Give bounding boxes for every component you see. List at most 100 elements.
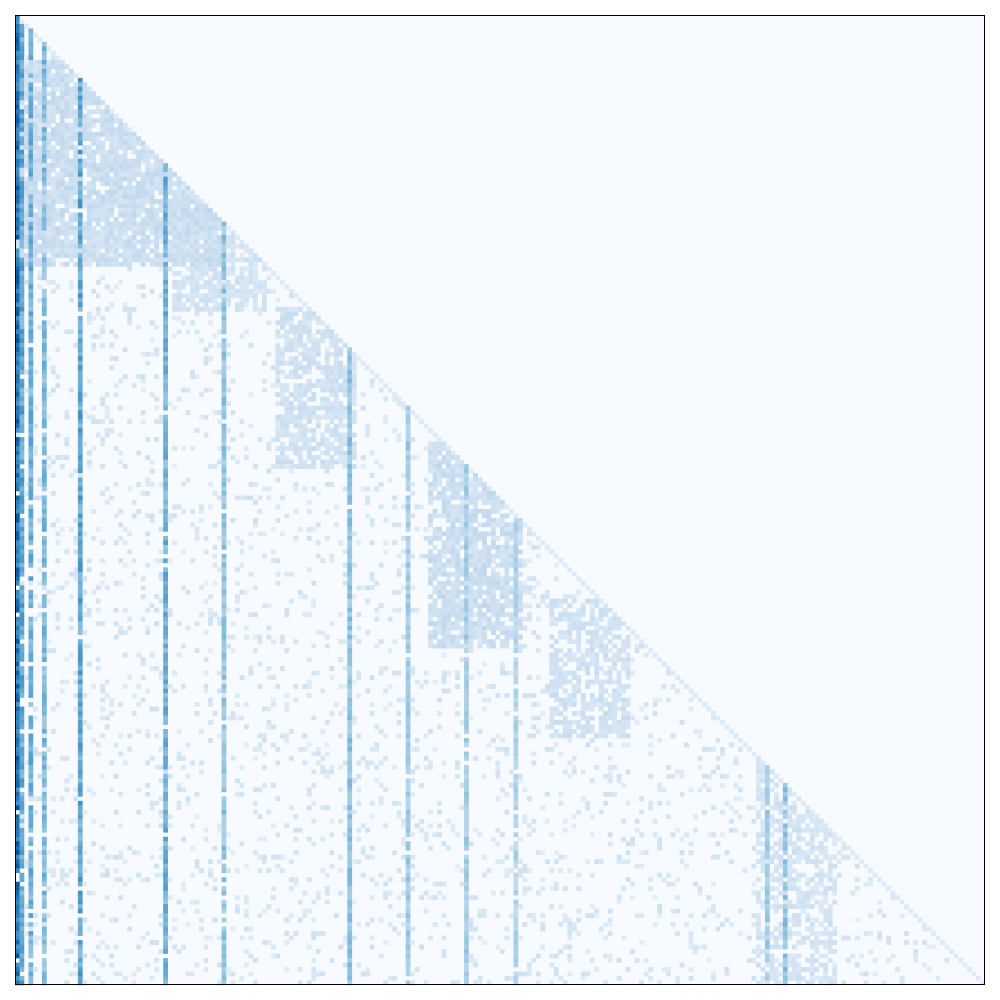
heatmap-cell [19,437,25,442]
heatmap-cell [181,212,186,218]
heatmap-cell [82,257,88,263]
heatmap-cell [86,217,92,222]
heatmap-cell [23,104,29,110]
heatmap-cell [473,621,478,627]
heatmap-cell [446,513,451,519]
heatmap-cell [15,158,20,164]
heatmap-cell [41,410,47,415]
heatmap-cell [140,248,146,254]
heatmap-cell [437,549,442,555]
heatmap-cell [396,437,402,442]
heatmap-cell [163,486,168,492]
heatmap-cell [46,239,52,245]
heatmap-cell [517,562,523,568]
heatmap-cell [122,306,128,312]
heatmap-cell [594,625,600,631]
heatmap-cell [28,351,34,357]
heatmap-cell [306,441,312,447]
heatmap-cell [41,711,47,716]
heatmap-cell [46,392,52,398]
heatmap-cell [405,576,411,582]
heatmap-cell [661,661,667,667]
heatmap-cell [15,558,20,564]
heatmap-cell [28,266,34,272]
heatmap-cell [306,742,312,748]
heatmap-cell [77,446,83,451]
heatmap-cell [441,675,447,680]
heatmap-cell [347,473,353,478]
heatmap-cell [28,127,34,133]
heatmap-cell [55,625,61,631]
heatmap-cell [145,181,151,186]
heatmap-cell [217,275,222,281]
heatmap-cell [576,724,582,730]
heatmap-cell [176,396,182,402]
heatmap-cell [446,455,451,460]
heatmap-cell [432,607,438,613]
heatmap-cell [571,702,577,707]
heatmap-cell [293,311,299,317]
heatmap-cell [77,329,83,335]
heatmap-cell [55,140,61,146]
heatmap-cell [567,724,573,730]
heatmap-cell [19,253,25,258]
heatmap-cell [41,190,47,195]
heatmap-cell [315,441,321,447]
heatmap-cell [15,15,20,20]
heatmap-cell [68,297,74,303]
heatmap-cell [288,315,294,321]
heatmap-cell [46,244,52,249]
heatmap-cell [32,104,38,110]
heatmap-cell [19,405,25,411]
heatmap-cell [513,621,519,627]
heatmap-cell [77,149,83,155]
heatmap-cell [86,127,92,133]
heatmap-cell [77,477,83,483]
heatmap-cell [351,432,357,438]
heatmap-cell [59,688,65,694]
heatmap-cell [15,603,20,609]
heatmap-cell [28,679,34,685]
heatmap-cell [306,360,312,366]
heatmap-cell [441,652,447,658]
heatmap-cell [221,405,227,411]
heatmap-cell [15,302,20,308]
heatmap-cell [41,235,47,240]
heatmap-cell [625,661,631,667]
heatmap-cell [154,558,159,564]
heatmap-cell [154,706,159,712]
heatmap-cell [607,625,613,631]
heatmap-cell [446,607,451,613]
heatmap-cell [504,513,510,519]
heatmap-cell [77,558,83,564]
heatmap-cell [513,549,519,555]
heatmap-cell [365,495,371,501]
heatmap-cell [127,158,133,164]
heatmap-cell [347,594,353,600]
heatmap-cell [473,630,478,636]
heatmap-cell [19,297,25,303]
heatmap-cell [621,706,627,712]
heatmap-cell [199,244,204,249]
heatmap-cell [82,199,88,204]
heatmap-cell [77,491,83,496]
heatmap-cell [140,145,146,151]
heatmap-cell [68,616,74,622]
heatmap-cell [338,459,344,465]
heatmap-cell [293,482,299,487]
heatmap-cell [176,288,182,294]
heatmap-cell [15,729,20,734]
heatmap-cell [127,190,133,195]
heatmap-cell [190,270,195,276]
heatmap-cell [100,253,106,258]
heatmap-cell [68,203,74,209]
heatmap-cell [428,455,433,460]
heatmap-cell [468,612,474,618]
heatmap-cell [140,284,146,290]
heatmap-cell [414,607,420,613]
heatmap-cell [508,558,514,564]
heatmap-cell [19,670,25,676]
heatmap-cell [441,639,447,644]
heatmap-cell [19,127,25,133]
heatmap-cell [333,396,339,402]
